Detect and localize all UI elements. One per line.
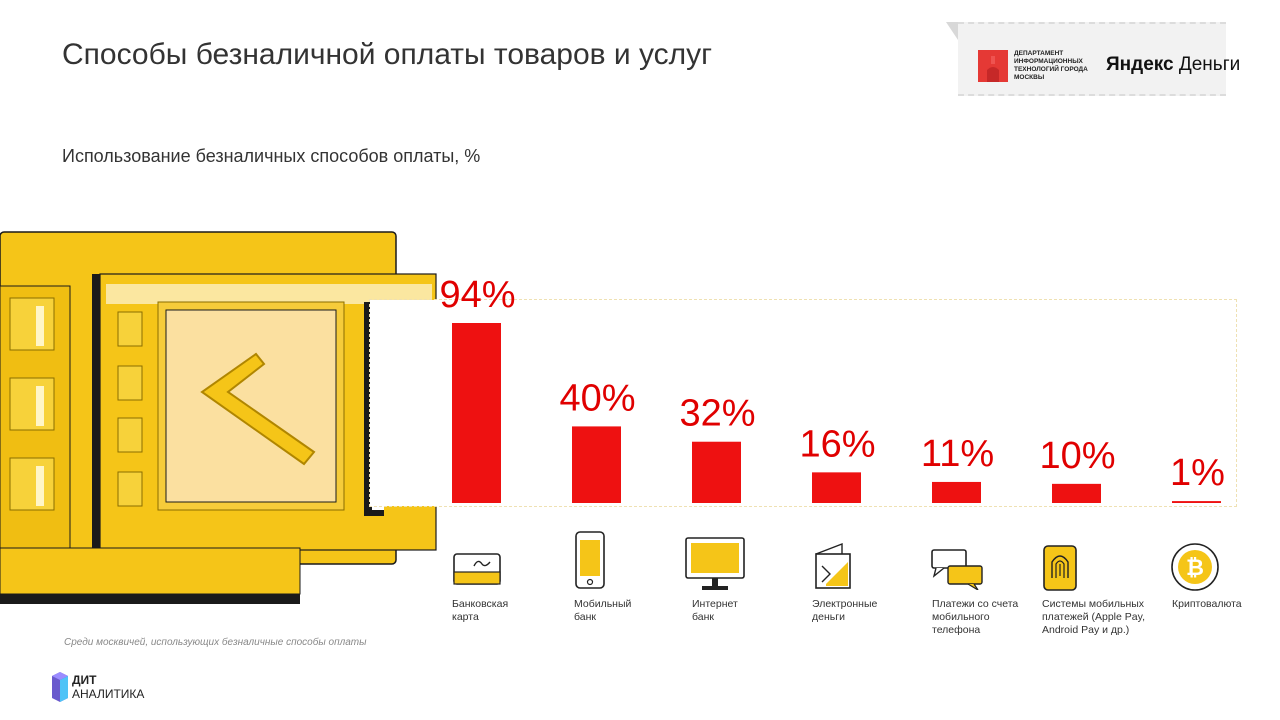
brand-line1: ДИТ (72, 673, 97, 687)
category-label-mobile-bank: Мобильный банк (574, 598, 692, 624)
yandex-money-logo: Яндекс Деньги (1106, 54, 1240, 76)
value-label-mobile-payment-systems: 10% (1039, 435, 1115, 477)
yandex-brand: Яндекс (1106, 54, 1174, 75)
e-wallet-icon (815, 542, 851, 589)
bar-crypto (1172, 501, 1221, 503)
label-line: Платежи со счета (932, 598, 1019, 610)
desktop-monitor-icon (685, 537, 745, 590)
value-label-mobile-bank: 40% (559, 377, 635, 419)
chat-bubbles-icon (931, 549, 983, 590)
cube-logo-icon (52, 672, 68, 702)
label-line: банк (574, 611, 597, 623)
fingerprint-phone-icon (1043, 545, 1077, 591)
category-label-mobile-payment-systems: Системы мобильных платежей (Apple Pay, A… (1042, 598, 1160, 637)
bar-bank-card (452, 323, 501, 503)
category-label-crypto: Криптовалюта (1172, 598, 1280, 611)
bar-mobile-account (932, 481, 981, 503)
category-label-bank-card: Банковская карта (452, 598, 570, 624)
label-line: Системы мобильных (1042, 598, 1145, 610)
label-line: Банковская (452, 598, 509, 610)
dit-department-name: Департамент информационных технологий го… (1014, 50, 1088, 81)
footnote: Среди москвичей, использующих безналичны… (64, 637, 367, 648)
value-label-bank-card: 94% (439, 274, 515, 316)
bar-mobile-bank (572, 426, 621, 503)
partner-logos: Департамент информационных технологий го… (946, 22, 1240, 96)
chart-subtitle: Использование безналичных способов оплат… (62, 146, 481, 166)
label-line: банк (692, 611, 715, 623)
label-line: Android Pay и др.) (1042, 624, 1130, 636)
category-label-mobile-account: Платежи со счета мобильного телефона (932, 598, 1050, 637)
bitcoin-icon: ₿ (1171, 543, 1219, 591)
value-label-mobile-account: 11% (921, 433, 994, 475)
mobile-phone-icon (575, 531, 605, 589)
chart-area (369, 299, 1237, 507)
paper-fold (946, 22, 958, 40)
value-label-e-money: 16% (799, 423, 875, 465)
label-line: Мобильный (574, 598, 632, 610)
bar-mobile-payment-systems (1052, 483, 1101, 503)
label-line: мобильного (932, 611, 990, 623)
label-line: платежей (Apple Pay, (1042, 611, 1145, 623)
label-line: карта (452, 611, 479, 623)
label-line: телефона (932, 624, 981, 636)
bank-card-icon (453, 553, 501, 585)
label-line: деньги (812, 611, 845, 623)
dit-analytics-logo: ДИТ АНАЛИТИКА (50, 670, 144, 709)
value-label-internet-bank: 32% (679, 393, 755, 435)
yandex-product: Деньги (1178, 54, 1241, 75)
category-label-internet-bank: Интернет банк (692, 598, 810, 624)
svg-text:₿: ₿ (1186, 555, 1204, 580)
bar-internet-bank (692, 441, 741, 503)
label-line: Криптовалюта (1172, 598, 1242, 610)
page-title: Способы безналичной оплаты товаров и усл… (62, 38, 713, 71)
bar-e-money (812, 472, 861, 503)
label-line: Интернет (692, 598, 738, 610)
category-label-e-money: Электронные деньги (812, 598, 930, 624)
value-label-crypto: 1% (1170, 452, 1225, 494)
dit-emblem-icon (978, 50, 1008, 82)
brand-line2: АНАЛИТИКА (72, 687, 145, 701)
label-line: Электронные (812, 598, 878, 610)
